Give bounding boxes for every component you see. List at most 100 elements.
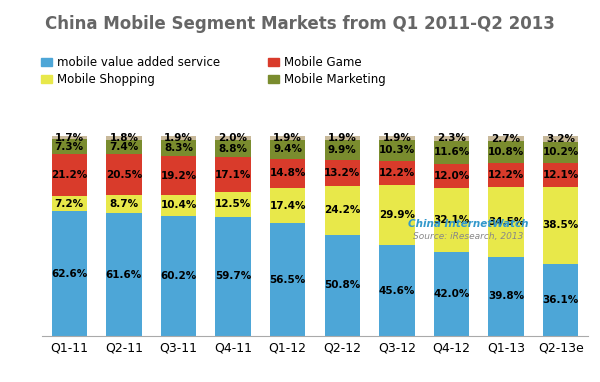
Bar [106,136,142,140]
Bar [106,140,142,154]
Text: 2.0%: 2.0% [218,133,248,143]
Text: Source: iResearch, 2013: Source: iResearch, 2013 [413,231,523,241]
Bar [161,136,196,140]
Bar [106,154,142,196]
Bar [434,136,469,141]
Text: 17.4%: 17.4% [269,201,306,211]
Text: 59.7%: 59.7% [215,272,251,282]
Bar [52,196,87,211]
Text: 36.1%: 36.1% [542,295,579,305]
Bar [325,136,360,140]
Text: 2.7%: 2.7% [491,134,521,144]
Bar [543,136,578,142]
Bar [379,245,415,336]
Bar [325,140,360,160]
Bar [434,141,469,164]
Text: 9.9%: 9.9% [328,145,356,155]
Bar [161,157,196,195]
Bar [215,217,251,336]
Bar [52,154,87,196]
Bar [434,164,469,188]
Text: 11.6%: 11.6% [433,147,470,157]
Bar [161,216,196,336]
Bar [52,136,87,139]
Text: 10.4%: 10.4% [160,200,197,210]
Bar [488,141,524,163]
Text: 12.0%: 12.0% [433,171,470,181]
Bar [215,157,251,192]
Text: 17.1%: 17.1% [215,170,251,180]
Text: 10.2%: 10.2% [542,147,579,157]
Bar [52,211,87,336]
Bar [270,140,305,159]
Bar [106,196,142,213]
Text: 3.2%: 3.2% [546,134,575,144]
Text: 42.0%: 42.0% [433,289,470,299]
Text: 1.7%: 1.7% [55,133,84,143]
Bar [325,186,360,235]
Text: 12.1%: 12.1% [542,170,579,180]
Bar [543,187,578,264]
Bar [379,140,415,161]
Text: 7.4%: 7.4% [109,142,139,152]
Text: 32.1%: 32.1% [433,215,470,225]
Bar [543,264,578,336]
Text: 60.2%: 60.2% [160,271,197,281]
Bar [161,140,196,157]
Bar [270,223,305,336]
Text: 12.2%: 12.2% [488,170,524,180]
Text: 24.2%: 24.2% [324,205,361,215]
Bar [488,136,524,141]
Bar [215,136,251,140]
Bar [325,235,360,336]
Text: 8.7%: 8.7% [109,199,139,209]
Legend: mobile value added service, Mobile Shopping, Mobile Game, Mobile Marketing: mobile value added service, Mobile Shopp… [36,52,391,91]
Bar [161,195,196,216]
Text: 1.9%: 1.9% [273,133,302,143]
Bar [270,136,305,140]
Bar [488,257,524,336]
Text: 21.2%: 21.2% [51,170,88,180]
Text: 29.9%: 29.9% [379,210,415,220]
Text: China Mobile Segment Markets from Q1 2011-Q2 2013: China Mobile Segment Markets from Q1 201… [45,15,555,33]
Bar [488,188,524,257]
Text: 10.3%: 10.3% [379,146,415,155]
Bar [325,160,360,186]
Text: 10.8%: 10.8% [488,147,524,157]
Text: 14.8%: 14.8% [269,168,306,178]
Text: 1.9%: 1.9% [382,133,412,143]
Bar [379,136,415,140]
Text: 7.3%: 7.3% [55,142,84,152]
Bar [434,188,469,252]
Text: 8.8%: 8.8% [218,144,248,154]
Text: 2.3%: 2.3% [437,133,466,143]
Bar [488,163,524,188]
Bar [543,163,578,187]
Text: 62.6%: 62.6% [51,269,88,278]
Text: 34.5%: 34.5% [488,217,524,227]
Text: 12.2%: 12.2% [379,168,415,178]
Bar [379,161,415,185]
Text: 7.2%: 7.2% [55,199,84,209]
Bar [434,252,469,336]
Text: 13.2%: 13.2% [324,168,361,178]
Bar [215,192,251,217]
Text: 45.6%: 45.6% [379,285,415,296]
Bar [106,213,142,336]
Text: 9.4%: 9.4% [273,144,302,154]
Bar [270,159,305,188]
Text: 1.8%: 1.8% [109,133,139,143]
Bar [270,188,305,223]
Text: 19.2%: 19.2% [160,171,197,181]
Text: China InternetWatch: China InternetWatch [407,219,528,229]
Bar [52,139,87,154]
Text: 38.5%: 38.5% [542,220,579,230]
Text: 1.9%: 1.9% [164,133,193,143]
Text: 50.8%: 50.8% [324,280,361,290]
Text: 1.9%: 1.9% [328,133,357,143]
Text: 56.5%: 56.5% [269,275,306,285]
Bar [215,140,251,157]
Text: 8.3%: 8.3% [164,143,193,153]
Bar [543,142,578,163]
Text: 20.5%: 20.5% [106,170,142,180]
